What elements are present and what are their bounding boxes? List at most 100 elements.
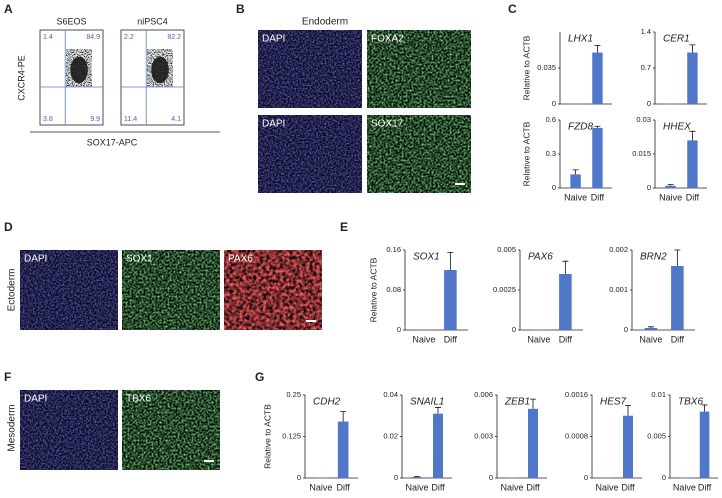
bar [315, 477, 327, 479]
flow-x-label: SOX17-APC [87, 137, 138, 147]
x-tick-label: Diff [621, 482, 635, 492]
micrograph-title: Mesoderm [7, 404, 18, 451]
bar [507, 477, 517, 479]
micrograph-stain [20, 250, 118, 330]
panel-label: F [4, 370, 11, 384]
micrograph-stain [258, 30, 362, 108]
error-bar [562, 260, 569, 274]
micrograph-stain [367, 30, 471, 108]
y-tick-label: 0.0016 [565, 390, 588, 399]
micrograph-stain [224, 250, 322, 330]
bar [528, 408, 538, 478]
x-tick-label: Diff [686, 192, 700, 202]
y-tick-label: 0 [489, 473, 493, 482]
bar [671, 266, 684, 330]
y-axis-label: Relative to ACTB [262, 404, 272, 469]
bar [644, 328, 658, 330]
x-tick-label: Diff [591, 192, 605, 202]
chart-title: SOX1 [413, 252, 440, 263]
quadrant-percent: 4.1 [171, 116, 181, 123]
quadrant-percent: 2.2 [124, 34, 134, 41]
y-tick-label: 0.125 [282, 431, 301, 440]
error-bar [414, 475, 420, 477]
x-tick-label: Naive [412, 334, 435, 344]
chart-title: TBX6 [678, 397, 703, 408]
stain-label: DAPI [262, 34, 285, 45]
x-tick-label: Diff [671, 334, 685, 344]
error-bar [435, 407, 441, 414]
micrograph-stain [122, 390, 220, 470]
x-tick-label: Naive [659, 192, 682, 202]
y-tick-label: 0.0008 [565, 431, 588, 440]
x-tick-label: Naive [309, 482, 332, 492]
stain-label: SOX1 [126, 254, 153, 265]
quadrant-percent: 82.2 [167, 34, 181, 41]
x-tick-label: Naive [673, 482, 696, 492]
bar [412, 476, 422, 478]
panel-label: A [4, 2, 13, 16]
y-tick-label: 0 [552, 99, 556, 108]
chart-title: HHEX [663, 122, 691, 133]
y-tick-label: 0 [647, 99, 651, 108]
chart-title: FZD8 [568, 122, 593, 133]
x-tick-label: Diff [336, 482, 350, 492]
error-bar [340, 411, 347, 422]
stain-label: PAX6 [228, 254, 253, 265]
bar [623, 415, 633, 478]
bar [699, 411, 710, 478]
error-bar [572, 169, 579, 175]
y-tick-label: 0.005 [497, 245, 516, 254]
stain-label: TBX6 [126, 394, 151, 405]
bar [687, 140, 698, 188]
micrograph-title: Endoderm [302, 17, 348, 28]
y-tick-label: 0 [584, 473, 588, 482]
y-axis-label: Relative to ACTB [368, 257, 378, 322]
y-axis-label: Relative to ACTB [521, 35, 531, 100]
error-bar [689, 130, 696, 141]
flow-y-label: CXCR4-PE [16, 55, 26, 101]
chart-title: CDH2 [313, 397, 341, 408]
stain-label: FOXA2 [371, 34, 404, 45]
x-tick-label: Naive [595, 482, 618, 492]
flow-title: niPSC4 [137, 16, 168, 26]
stain-label: SOX17 [371, 119, 404, 130]
y-tick-label: 0 [662, 473, 666, 482]
error-bar [701, 404, 708, 412]
y-tick-label: 0.006 [474, 390, 493, 399]
x-tick-label: Diff [526, 482, 540, 492]
x-tick-label: Naive [500, 482, 523, 492]
bar [592, 52, 603, 104]
quadrant-percent: 11.4 [124, 116, 137, 123]
micrograph-title: Ectoderm [7, 269, 18, 312]
y-tick-label: 0.0025 [493, 285, 516, 294]
chart-title: SNAIL1 [410, 397, 444, 408]
y-tick-label: 0.035 [537, 63, 556, 72]
chart-title: LHX1 [568, 34, 593, 45]
error-bar [594, 125, 601, 128]
y-tick-label: 0.16 [386, 245, 401, 254]
bar [570, 103, 581, 105]
y-tick-label: 0.6 [546, 115, 556, 124]
y-tick-label: 0.01 [651, 390, 666, 399]
error-bar [530, 398, 536, 409]
y-tick-label: 0.7 [641, 63, 651, 72]
panel-label: C [508, 2, 517, 16]
stain-label: DAPI [262, 119, 285, 130]
bar [592, 127, 603, 188]
bar [444, 270, 457, 330]
bar [433, 413, 443, 478]
x-tick-label: Diff [431, 482, 445, 492]
y-tick-label: 0 [297, 473, 301, 482]
bar [665, 103, 676, 105]
y-tick-label: 0.03 [636, 115, 651, 124]
error-bar [647, 326, 654, 328]
y-tick-label: 0 [394, 473, 398, 482]
bar [602, 477, 612, 479]
bar [687, 52, 698, 104]
y-tick-label: 0.25 [286, 390, 301, 399]
quadrant-percent: 9.9 [90, 116, 100, 123]
bar [570, 174, 581, 188]
flow-box [39, 29, 104, 126]
panel-label: G [255, 370, 264, 384]
